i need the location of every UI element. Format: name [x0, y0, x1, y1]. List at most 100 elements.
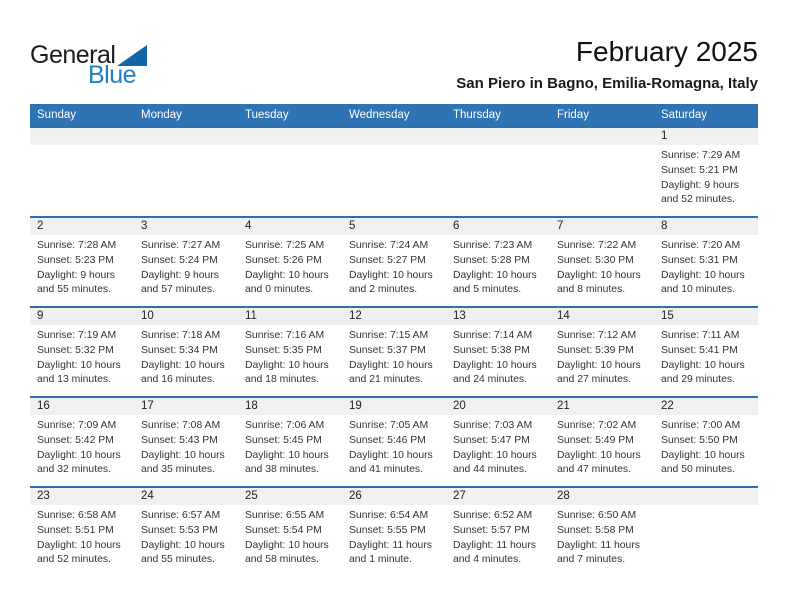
day-number: 26 [342, 488, 446, 505]
day-number: 3 [134, 218, 238, 235]
sunrise-line: Sunrise: 7:22 AM [557, 240, 637, 251]
logo-text-blue: Blue [88, 61, 137, 89]
calendar-weeks: 1 Sunrise: 7:29 AM Sunset: 5:21 PM Daylight… [30, 126, 758, 576]
sunset-line: Sunset: 5:57 PM [453, 524, 530, 536]
day-header-monday: Monday [141, 109, 182, 121]
day-cell-2: 2 Sunrise: 7:28 AM Sunset: 5:23 PM Daylight… [30, 218, 134, 306]
day-cell-13: 13 Sunrise: 7:14 AM Sunset: 5:38 PM Dayligh… [446, 308, 550, 396]
sunrise-line: Sunrise: 7:15 AM [349, 330, 429, 341]
sunset-line: Sunset: 5:49 PM [557, 434, 634, 446]
day-header-wednesday: Wednesday [349, 109, 410, 121]
sunrise-line: Sunrise: 7:08 AM [141, 420, 221, 431]
daylight-line: Daylight: 10 hours [141, 449, 225, 461]
empty-day-cell [550, 128, 654, 216]
day-number: 27 [446, 488, 550, 505]
sunrise-line: Sunrise: 7:29 AM [661, 150, 741, 161]
day-details: Sunrise: 7:19 AM Sunset: 5:32 PM Daylight:… [30, 325, 134, 388]
day-details: Sunrise: 7:02 AM Sunset: 5:49 PM Daylight:… [550, 415, 654, 478]
daylight-line: Daylight: 10 hours [245, 269, 329, 281]
day-cell-20: 20 Sunrise: 7:03 AM Sunset: 5:47 PM Dayligh… [446, 398, 550, 486]
sunset-line: Sunset: 5:46 PM [349, 434, 426, 446]
daylight-line: Daylight: 10 hours [453, 269, 537, 281]
sunrise-line: Sunrise: 7:16 AM [245, 330, 325, 341]
sunrise-line: Sunrise: 7:09 AM [37, 420, 117, 431]
daylight-line-2: and 41 minutes. [349, 464, 423, 476]
sunset-line: Sunset: 5:37 PM [349, 344, 426, 356]
sunrise-line: Sunrise: 7:18 AM [141, 330, 221, 341]
sunset-line: Sunset: 5:41 PM [661, 344, 738, 356]
day-details: Sunrise: 7:08 AM Sunset: 5:43 PM Daylight:… [134, 415, 238, 478]
daylight-line-2: and 27 minutes. [557, 374, 631, 386]
daylight-line-2: and 44 minutes. [453, 464, 527, 476]
sunset-line: Sunset: 5:31 PM [661, 254, 738, 266]
day-details: Sunrise: 7:15 AM Sunset: 5:37 PM Daylight:… [342, 325, 446, 388]
daylight-line-2: and 32 minutes. [37, 464, 111, 476]
daylight-line-2: and 0 minutes. [245, 284, 314, 296]
day-header-thursday: Thursday [453, 109, 501, 121]
day-cell-25: 25 Sunrise: 6:55 AM Sunset: 5:54 PM Dayligh… [238, 488, 342, 576]
day-number-empty [134, 128, 238, 145]
day-details: Sunrise: 7:11 AM Sunset: 5:41 PM Daylight:… [654, 325, 758, 388]
daylight-line-2: and 57 minutes. [141, 284, 215, 296]
day-number: 9 [30, 308, 134, 325]
sunrise-line: Sunrise: 7:00 AM [661, 420, 741, 431]
daylight-line: Daylight: 10 hours [661, 359, 745, 371]
day-details: Sunrise: 7:05 AM Sunset: 5:46 PM Daylight:… [342, 415, 446, 478]
page-title: February 2025 [575, 36, 758, 67]
daylight-line-2: and 58 minutes. [245, 554, 319, 566]
day-number: 22 [654, 398, 758, 415]
day-header-sunday: Sunday [37, 109, 77, 121]
sunset-line: Sunset: 5:32 PM [37, 344, 114, 356]
day-details: Sunrise: 7:24 AM Sunset: 5:27 PM Daylight:… [342, 235, 446, 298]
week-row: 1 Sunrise: 7:29 AM Sunset: 5:21 PM Daylight… [30, 126, 758, 216]
day-details: Sunrise: 6:54 AM Sunset: 5:55 PM Daylight:… [342, 505, 446, 568]
daylight-line-2: and 18 minutes. [245, 374, 319, 386]
day-details: Sunrise: 7:28 AM Sunset: 5:23 PM Daylight:… [30, 235, 134, 298]
day-number: 10 [134, 308, 238, 325]
daylight-line-2: and 35 minutes. [141, 464, 215, 476]
day-cell-21: 21 Sunrise: 7:02 AM Sunset: 5:49 PM Dayligh… [550, 398, 654, 486]
day-cell-6: 6 Sunrise: 7:23 AM Sunset: 5:28 PM Daylight… [446, 218, 550, 306]
empty-day-cell [446, 128, 550, 216]
day-number-empty [342, 128, 446, 145]
day-number: 13 [446, 308, 550, 325]
daylight-line-2: and 10 minutes. [661, 284, 735, 296]
sunset-line: Sunset: 5:24 PM [141, 254, 218, 266]
day-cell-5: 5 Sunrise: 7:24 AM Sunset: 5:27 PM Daylight… [342, 218, 446, 306]
day-details: Sunrise: 6:58 AM Sunset: 5:51 PM Daylight:… [30, 505, 134, 568]
daylight-line: Daylight: 10 hours [37, 449, 121, 461]
week-row: 16 Sunrise: 7:09 AM Sunset: 5:42 PM Dayligh… [30, 396, 758, 486]
day-details: Sunrise: 7:03 AM Sunset: 5:47 PM Daylight:… [446, 415, 550, 478]
day-number: 21 [550, 398, 654, 415]
sunrise-line: Sunrise: 7:06 AM [245, 420, 325, 431]
sunset-line: Sunset: 5:58 PM [557, 524, 634, 536]
day-number: 18 [238, 398, 342, 415]
sunrise-line: Sunrise: 7:19 AM [37, 330, 117, 341]
daylight-line-2: and 7 minutes. [557, 554, 626, 566]
sunrise-line: Sunrise: 6:52 AM [453, 510, 533, 521]
sunrise-line: Sunrise: 6:57 AM [141, 510, 221, 521]
sunset-line: Sunset: 5:51 PM [37, 524, 114, 536]
week-row: 23 Sunrise: 6:58 AM Sunset: 5:51 PM Dayligh… [30, 486, 758, 576]
day-details: Sunrise: 7:18 AM Sunset: 5:34 PM Daylight:… [134, 325, 238, 388]
daylight-line-2: and 38 minutes. [245, 464, 319, 476]
daylight-line: Daylight: 10 hours [453, 359, 537, 371]
daylight-line-2: and 55 minutes. [37, 284, 111, 296]
sunset-line: Sunset: 5:38 PM [453, 344, 530, 356]
week-row: 2 Sunrise: 7:28 AM Sunset: 5:23 PM Daylight… [30, 216, 758, 306]
daylight-line-2: and 50 minutes. [661, 464, 735, 476]
sunrise-line: Sunrise: 7:23 AM [453, 240, 533, 251]
sunrise-line: Sunrise: 7:12 AM [557, 330, 637, 341]
daylight-line-2: and 5 minutes. [453, 284, 522, 296]
day-details: Sunrise: 7:06 AM Sunset: 5:45 PM Daylight:… [238, 415, 342, 478]
day-number: 28 [550, 488, 654, 505]
week-row: 9 Sunrise: 7:19 AM Sunset: 5:32 PM Daylight… [30, 306, 758, 396]
day-number: 5 [342, 218, 446, 235]
daylight-line: Daylight: 10 hours [557, 449, 641, 461]
day-number-empty [30, 128, 134, 145]
sunrise-line: Sunrise: 7:02 AM [557, 420, 637, 431]
day-details: Sunrise: 7:25 AM Sunset: 5:26 PM Daylight:… [238, 235, 342, 298]
day-number: 16 [30, 398, 134, 415]
day-number: 25 [238, 488, 342, 505]
